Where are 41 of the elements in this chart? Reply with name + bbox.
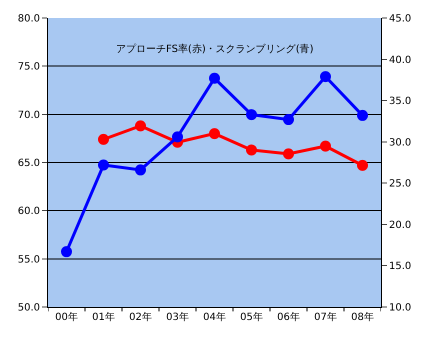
y-tick-label: 80.0 (18, 14, 40, 24)
point (320, 71, 331, 82)
y2-tick-label: 45.0 (389, 14, 412, 24)
x-tick-label: 08年 (351, 311, 374, 323)
x-tick-label: 04年 (203, 311, 226, 323)
text: アプローチFS率(赤)・スクランブリング(青) (116, 43, 314, 55)
x-tick-label: 03年 (166, 311, 189, 323)
point (357, 110, 368, 121)
y2-tick-label: 30.0 (389, 137, 412, 148)
x-tick-label: 07年 (314, 311, 337, 323)
y2-tick-label: 20.0 (389, 220, 412, 231)
point (283, 114, 294, 126)
x-tick-label: 06年 (277, 311, 300, 323)
point (135, 164, 146, 176)
x-tick-label: 02年 (129, 311, 152, 323)
y2-tick-label: 35.0 (389, 96, 412, 108)
point (357, 160, 368, 171)
point (283, 148, 294, 160)
y-tick-label: 70.0 (18, 110, 40, 121)
point (209, 72, 220, 84)
y2-tick-label: 10.0 (389, 302, 412, 314)
point (98, 159, 109, 170)
x-tick-label: 05年 (240, 311, 263, 323)
point (172, 131, 183, 142)
y-tick-label: 60.0 (18, 206, 40, 218)
point (98, 134, 109, 145)
point (209, 128, 220, 140)
point (135, 120, 146, 132)
y2-tick-label: 25.0 (389, 178, 412, 190)
y2-tick-label: 40.0 (389, 54, 412, 66)
point (246, 109, 257, 120)
y-tick-label: 55.0 (18, 254, 40, 266)
x-tick-label: 01年 (92, 311, 115, 323)
point (246, 144, 257, 156)
y-tick-label: 75.0 (18, 62, 40, 73)
point (61, 246, 72, 258)
y-tick-label: 50.0 (18, 302, 40, 314)
x-tick-label: 00年 (55, 311, 78, 323)
point (320, 140, 331, 152)
y-tick-label: 65.0 (18, 158, 40, 169)
y2-tick-label: 15.0 (389, 261, 412, 272)
